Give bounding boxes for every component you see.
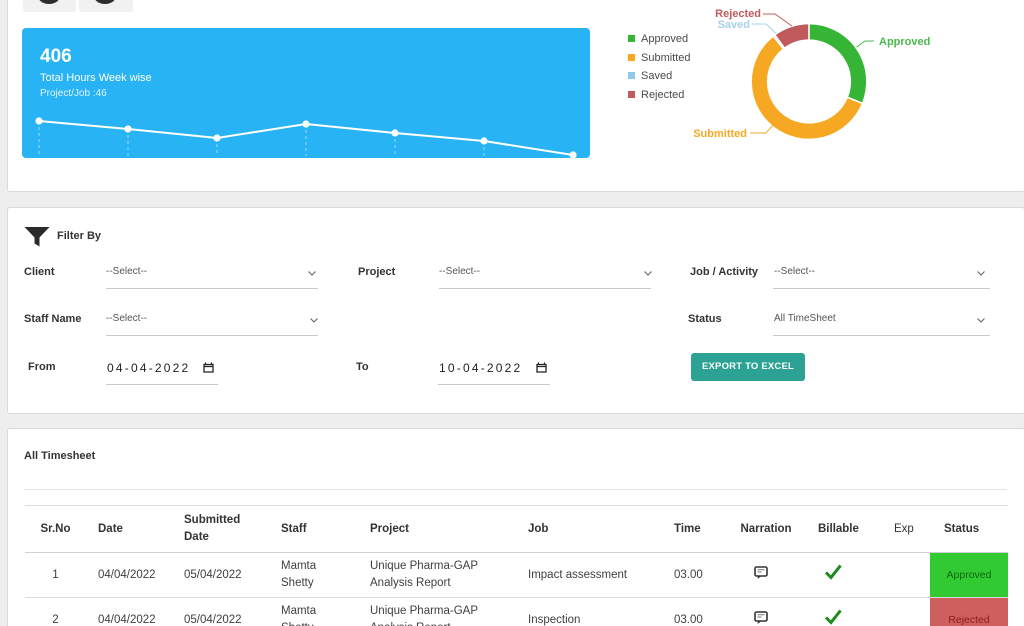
svg-text:Submitted: Submitted: [693, 128, 747, 140]
svg-text:Approved: Approved: [879, 36, 930, 48]
svg-text:Saved: Saved: [718, 19, 750, 31]
svg-text:Rejected: Rejected: [715, 8, 761, 20]
